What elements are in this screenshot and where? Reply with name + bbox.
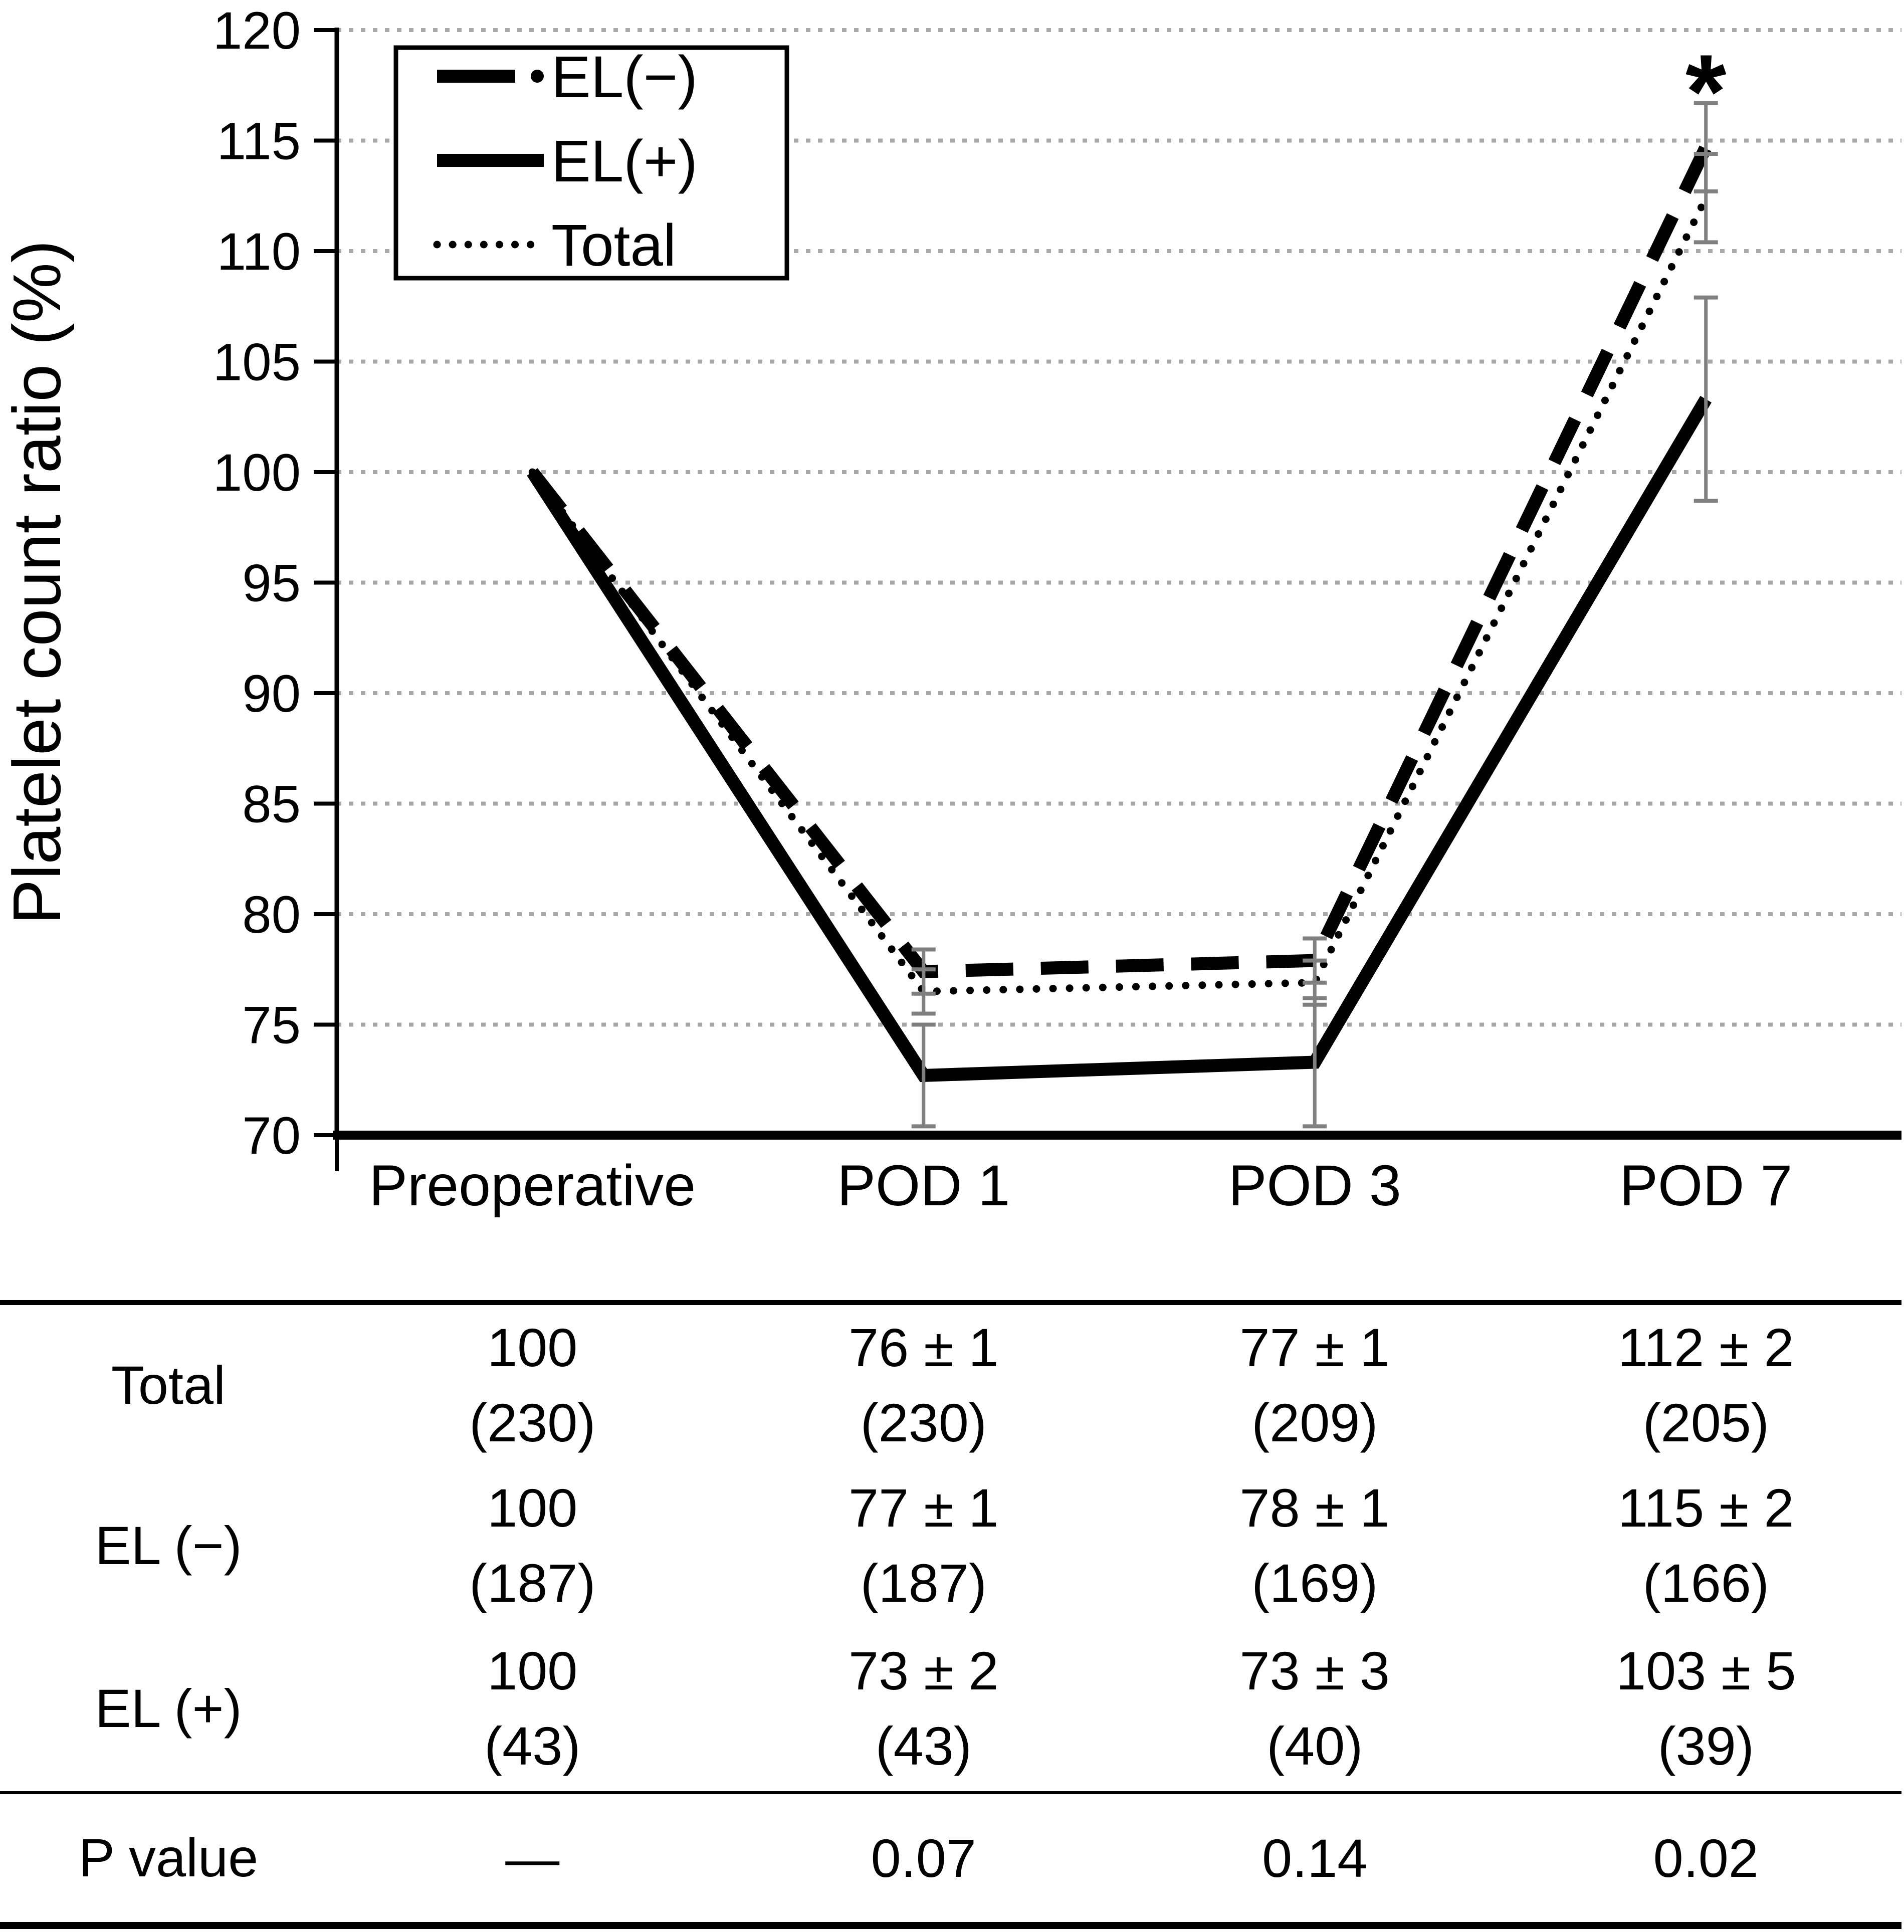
y-tick-label: 110 [217, 223, 301, 281]
row-label: P value [78, 1827, 259, 1888]
table-cell: 0.07 [728, 1821, 1120, 1896]
cell-value: 73 ± 3 [1239, 1640, 1390, 1701]
y-tick-label: 120 [213, 2, 301, 60]
p-value: 0.14 [1262, 1827, 1368, 1888]
y-tick-label: 105 [213, 333, 301, 392]
platelet-line-chart: Platelet count ratio (%) 70 75 80 85 90 95 100… [0, 2, 1901, 1218]
cell-value: 76 ± 1 [849, 1317, 999, 1378]
cell-count: (205) [1642, 1392, 1769, 1453]
cell-value: 103 ± 5 [1615, 1640, 1796, 1701]
legend-label: EL(−) [551, 44, 698, 110]
significance-asterisk: * [1685, 33, 1727, 150]
cell-count: (40) [1266, 1715, 1363, 1776]
y-tick-label: 80 [242, 886, 301, 944]
y-tick-label: 100 [213, 444, 301, 502]
table-cell: 76 ± 1 (230) [728, 1310, 1120, 1460]
cell-value: 100 [487, 1317, 578, 1378]
table-cell: 77 ± 1 (187) [728, 1470, 1120, 1621]
cell-count: (230) [860, 1392, 987, 1453]
cell-count: (166) [1642, 1553, 1769, 1613]
cell-count: (187) [469, 1553, 596, 1613]
table-cell: 0.02 [1511, 1821, 1902, 1896]
series-line-el(−) [527, 144, 1712, 978]
legend-label: EL(+) [551, 128, 698, 194]
y-axis-title: Platelet count ratio (%) [0, 240, 75, 925]
table-cell: 73 ± 2 (43) [728, 1633, 1120, 1784]
x-tick-label: POD 1 [837, 1154, 1010, 1218]
table-cell: 73 ± 3 (40) [1119, 1633, 1511, 1784]
chart-area: Platelet count ratio (%) 70 75 80 85 90 95 100… [0, 2, 1901, 1218]
cell-value: 112 ± 2 [1617, 1317, 1794, 1378]
p-value: — [505, 1827, 560, 1888]
y-tick-label: 75 [242, 996, 301, 1055]
table-cell: 77 ± 1 (209) [1119, 1310, 1511, 1460]
table-cell: 0.14 [1119, 1821, 1511, 1896]
row-label: EL (−) [95, 1515, 242, 1576]
cell-count: (43) [875, 1715, 972, 1776]
table-cell: 115 ± 2 (166) [1511, 1470, 1902, 1621]
cell-count: (187) [860, 1553, 987, 1613]
table-cell: 100 (230) [337, 1310, 728, 1460]
cell-count: (169) [1251, 1553, 1378, 1613]
table-cell: 112 ± 2 (205) [1511, 1310, 1902, 1460]
table-cell: 78 ± 1 (169) [1119, 1470, 1511, 1621]
table-cell: — [337, 1821, 728, 1896]
y-tick-label: 115 [217, 112, 301, 171]
summary-table: Total 100 (230) 76 ± 1 (230) 77 ± 1 (209… [0, 1300, 1901, 1929]
cell-value: 78 ± 1 [1239, 1477, 1390, 1538]
x-tick-label: POD 3 [1228, 1154, 1401, 1218]
table-cell: 103 ± 5 (39) [1511, 1633, 1902, 1784]
series-line-el(+) [527, 395, 1712, 1083]
p-value: 0.02 [1653, 1827, 1759, 1888]
cell-count: (43) [484, 1715, 581, 1776]
row-label: Total [111, 1354, 226, 1415]
cell-value: 77 ± 1 [1239, 1317, 1390, 1378]
y-tick-label: 70 [242, 1107, 301, 1165]
legend-symbol-dash-dot [531, 70, 544, 83]
x-tick-label: POD 7 [1619, 1154, 1792, 1218]
row-label: EL (+) [95, 1677, 242, 1739]
y-tick-label: 85 [242, 775, 301, 834]
table-cell: 100 (43) [337, 1633, 728, 1784]
cell-value: 100 [487, 1640, 578, 1701]
table-row: EL (+) 100 (43) 73 ± 2 (43) 73 ± 3 (40) … [0, 1626, 1901, 1791]
x-tick-label: Preoperative [369, 1154, 696, 1218]
cell-value: 100 [487, 1477, 578, 1538]
cell-value: 73 ± 2 [849, 1640, 999, 1701]
table-row: Total 100 (230) 76 ± 1 (230) 77 ± 1 (209… [0, 1305, 1901, 1465]
cell-count: (230) [469, 1392, 596, 1453]
y-tick-label: 95 [242, 554, 301, 613]
legend-label: Total [551, 212, 676, 279]
p-value: 0.07 [871, 1827, 976, 1888]
series-line-total [528, 194, 1710, 995]
table-row: EL (−) 100 (187) 77 ± 1 (187) 78 ± 1 (16… [0, 1465, 1901, 1626]
y-tick-label: 90 [242, 665, 301, 723]
cell-value: 115 ± 2 [1617, 1477, 1794, 1538]
cell-count: (39) [1657, 1715, 1754, 1776]
cell-value: 77 ± 1 [849, 1477, 999, 1538]
table-cell: 100 (187) [337, 1470, 728, 1621]
cell-count: (209) [1251, 1392, 1378, 1453]
table-row-pvalue: P value — 0.07 0.14 0.02 [0, 1791, 1901, 1922]
